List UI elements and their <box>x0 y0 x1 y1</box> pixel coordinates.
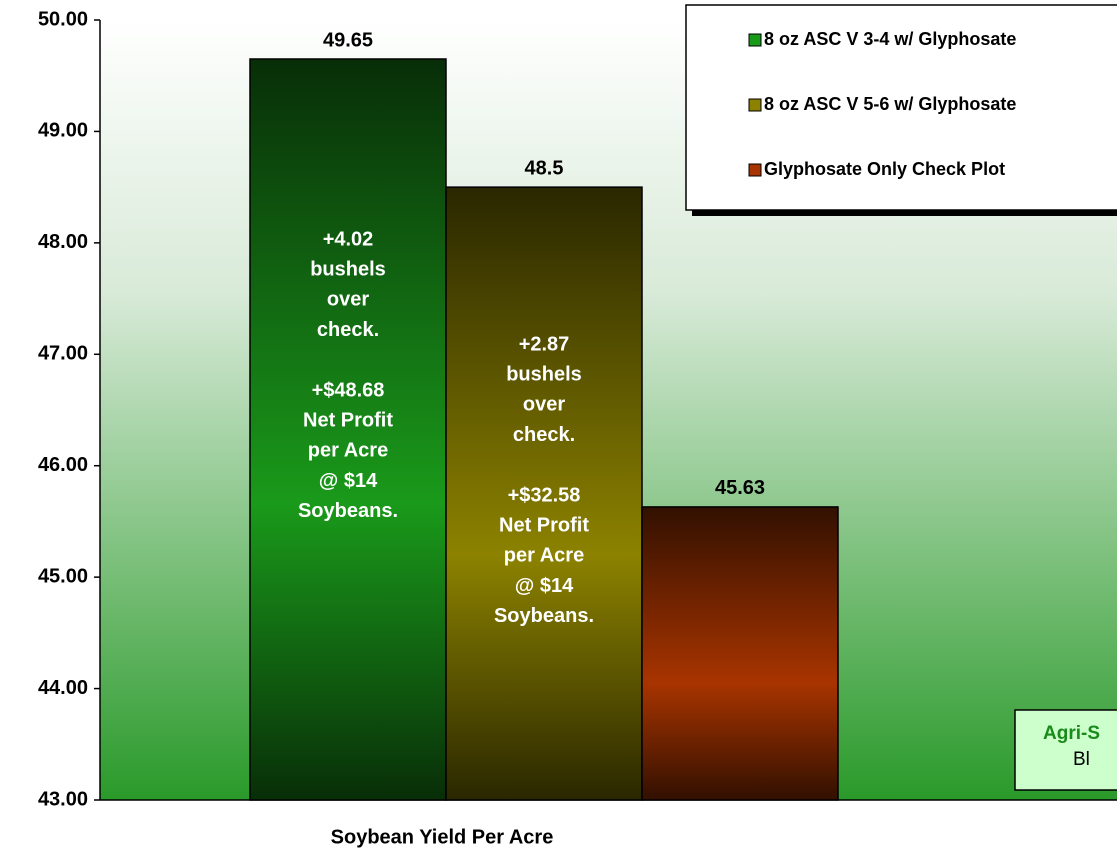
annotation: Net Profit <box>499 514 589 536</box>
legend-swatch <box>748 163 762 177</box>
x-axis-label: Soybean Yield Per Acre <box>331 826 554 848</box>
legend-label: Glyphosate Only Check Plot <box>764 159 1005 179</box>
legend-label: 8 oz ASC V 5-6 w/ Glyphosate <box>764 94 1016 114</box>
y-tick-label: 48.00 <box>38 231 88 253</box>
annotation: over <box>327 289 369 311</box>
annotation: @ $14 <box>515 575 574 597</box>
note-text: Agri-S <box>1043 723 1100 744</box>
annotation: over <box>523 394 565 416</box>
annotation: bushels <box>310 258 386 280</box>
bar <box>445 186 643 801</box>
y-tick-label: 50.00 <box>38 8 88 30</box>
value-label: 48.5 <box>525 157 564 179</box>
note-text: Bl <box>1073 749 1090 770</box>
annotation: +$48.68 <box>312 379 385 401</box>
annotation: per Acre <box>308 440 388 462</box>
bar <box>249 58 447 801</box>
annotation: Soybeans. <box>298 500 398 522</box>
value-label: 49.65 <box>323 29 373 51</box>
annotation: check. <box>513 424 575 446</box>
note-box <box>1014 709 1117 791</box>
annotation: per Acre <box>504 545 584 567</box>
bar <box>641 506 839 801</box>
legend-swatch <box>748 98 762 112</box>
annotation: bushels <box>506 363 582 385</box>
value-label: 45.63 <box>715 477 765 499</box>
annotation: @ $14 <box>319 470 378 492</box>
annotation: +$32.58 <box>508 484 581 506</box>
annotation: Soybeans. <box>494 605 594 627</box>
annotation: check. <box>317 319 379 341</box>
y-tick-label: 46.00 <box>38 454 88 476</box>
annotation: +2.87 <box>519 333 570 355</box>
y-tick-label: 47.00 <box>38 343 88 365</box>
annotation: Net Profit <box>303 409 393 431</box>
y-tick-label: 45.00 <box>38 565 88 587</box>
legend-label: 8 oz ASC V 3-4 w/ Glyphosate <box>764 29 1016 49</box>
y-tick-label: 43.00 <box>38 788 88 810</box>
legend-swatch <box>748 33 762 47</box>
annotation: +4.02 <box>323 228 374 250</box>
y-tick-label: 49.00 <box>38 120 88 142</box>
y-tick-label: 44.00 <box>38 677 88 699</box>
